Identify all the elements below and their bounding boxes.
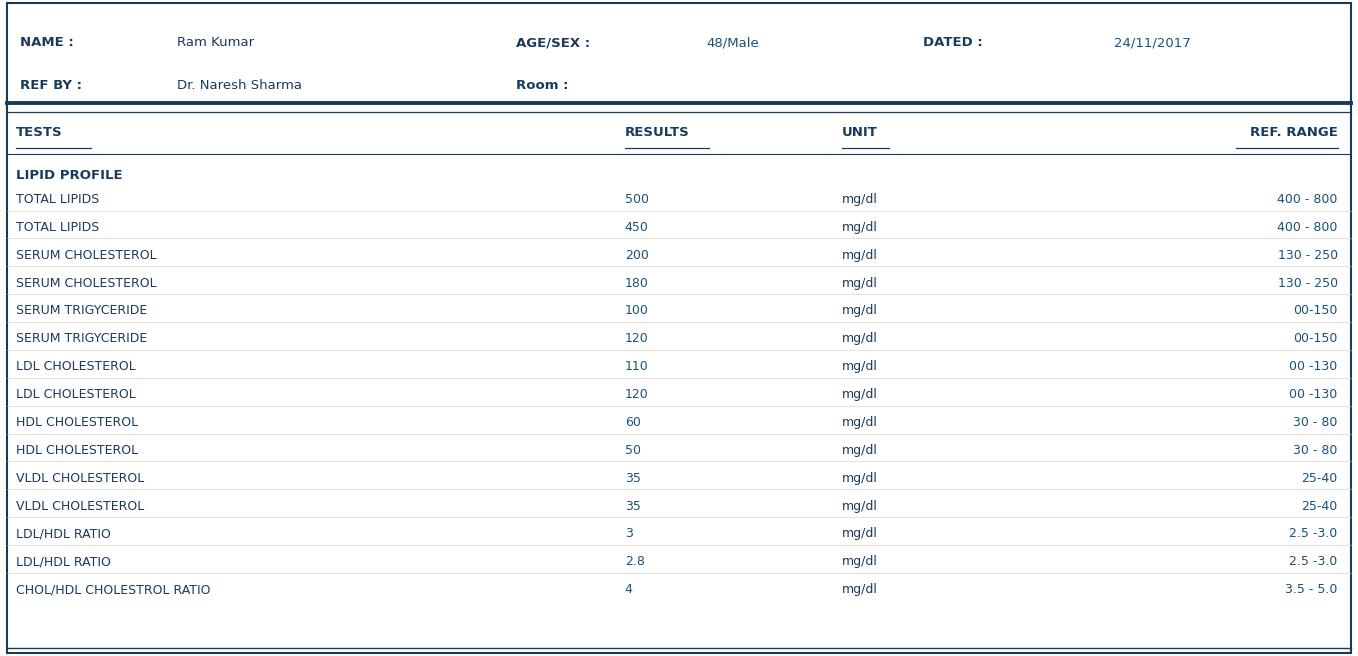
Text: mg/dl: mg/dl: [842, 360, 877, 373]
Text: HDL CHOLESTEROL: HDL CHOLESTEROL: [16, 444, 139, 457]
Text: 110: 110: [625, 360, 648, 373]
Text: TESTS: TESTS: [16, 126, 62, 139]
Text: REF. RANGE: REF. RANGE: [1249, 126, 1338, 139]
Text: DATED :: DATED :: [923, 36, 983, 49]
Text: TOTAL LIPIDS: TOTAL LIPIDS: [16, 193, 99, 206]
Text: 2.5 -3.0: 2.5 -3.0: [1289, 527, 1338, 541]
Text: 60: 60: [625, 416, 641, 429]
Text: NAME :: NAME :: [20, 36, 75, 49]
Text: VLDL CHOLESTEROL: VLDL CHOLESTEROL: [16, 472, 144, 485]
Text: 30 - 80: 30 - 80: [1293, 416, 1338, 429]
Text: Room :: Room :: [516, 79, 569, 92]
Text: SERUM CHOLESTEROL: SERUM CHOLESTEROL: [16, 277, 158, 289]
Text: mg/dl: mg/dl: [842, 472, 877, 485]
Text: 2.5 -3.0: 2.5 -3.0: [1289, 556, 1338, 568]
Text: mg/dl: mg/dl: [842, 527, 877, 541]
Text: 400 - 800: 400 - 800: [1278, 193, 1338, 206]
Text: SERUM TRIGYCERIDE: SERUM TRIGYCERIDE: [16, 333, 148, 345]
Text: 24/11/2017: 24/11/2017: [1114, 36, 1191, 49]
Text: 3.5 - 5.0: 3.5 - 5.0: [1285, 583, 1338, 596]
Text: 180: 180: [625, 277, 649, 289]
Text: 200: 200: [625, 249, 649, 262]
Text: 130 - 250: 130 - 250: [1278, 277, 1338, 289]
Text: mg/dl: mg/dl: [842, 304, 877, 318]
Text: 48/Male: 48/Male: [706, 36, 759, 49]
Text: LDL/HDL RATIO: LDL/HDL RATIO: [16, 527, 111, 541]
Text: SERUM TRIGYCERIDE: SERUM TRIGYCERIDE: [16, 304, 148, 318]
Text: 2.8: 2.8: [625, 556, 645, 568]
FancyBboxPatch shape: [7, 3, 1351, 653]
Text: Dr. Naresh Sharma: Dr. Naresh Sharma: [177, 79, 301, 92]
Text: 130 - 250: 130 - 250: [1278, 249, 1338, 262]
Text: AGE/SEX :: AGE/SEX :: [516, 36, 591, 49]
Text: LDL/HDL RATIO: LDL/HDL RATIO: [16, 556, 111, 568]
Text: 00 -130: 00 -130: [1289, 360, 1338, 373]
Text: RESULTS: RESULTS: [625, 126, 690, 139]
Text: UNIT: UNIT: [842, 126, 877, 139]
Text: 00 -130: 00 -130: [1289, 388, 1338, 401]
Text: 00-150: 00-150: [1293, 304, 1338, 318]
Text: REF BY :: REF BY :: [20, 79, 83, 92]
Text: mg/dl: mg/dl: [842, 444, 877, 457]
Text: mg/dl: mg/dl: [842, 333, 877, 345]
Text: LDL CHOLESTEROL: LDL CHOLESTEROL: [16, 360, 136, 373]
Text: HDL CHOLESTEROL: HDL CHOLESTEROL: [16, 416, 139, 429]
Text: mg/dl: mg/dl: [842, 388, 877, 401]
Text: mg/dl: mg/dl: [842, 277, 877, 289]
Text: Ram Kumar: Ram Kumar: [177, 36, 254, 49]
Text: mg/dl: mg/dl: [842, 500, 877, 512]
Text: mg/dl: mg/dl: [842, 193, 877, 206]
Text: mg/dl: mg/dl: [842, 556, 877, 568]
Text: 120: 120: [625, 333, 648, 345]
Text: 50: 50: [625, 444, 641, 457]
Text: LDL CHOLESTEROL: LDL CHOLESTEROL: [16, 388, 136, 401]
Text: mg/dl: mg/dl: [842, 249, 877, 262]
Text: 500: 500: [625, 193, 649, 206]
Text: VLDL CHOLESTEROL: VLDL CHOLESTEROL: [16, 500, 144, 512]
Text: 30 - 80: 30 - 80: [1293, 444, 1338, 457]
Text: 4: 4: [625, 583, 633, 596]
Text: 25-40: 25-40: [1301, 472, 1338, 485]
Text: mg/dl: mg/dl: [842, 416, 877, 429]
Text: LIPID PROFILE: LIPID PROFILE: [16, 169, 124, 182]
Text: 25-40: 25-40: [1301, 500, 1338, 512]
Text: CHOL/HDL CHOLESTROL RATIO: CHOL/HDL CHOLESTROL RATIO: [16, 583, 210, 596]
Text: SERUM CHOLESTEROL: SERUM CHOLESTEROL: [16, 249, 158, 262]
Text: 35: 35: [625, 500, 641, 512]
Text: mg/dl: mg/dl: [842, 583, 877, 596]
Text: 400 - 800: 400 - 800: [1278, 221, 1338, 234]
Text: 35: 35: [625, 472, 641, 485]
Text: mg/dl: mg/dl: [842, 221, 877, 234]
Text: 3: 3: [625, 527, 633, 541]
Text: 00-150: 00-150: [1293, 333, 1338, 345]
Text: 100: 100: [625, 304, 649, 318]
Text: TOTAL LIPIDS: TOTAL LIPIDS: [16, 221, 99, 234]
Text: 450: 450: [625, 221, 649, 234]
Text: 120: 120: [625, 388, 648, 401]
